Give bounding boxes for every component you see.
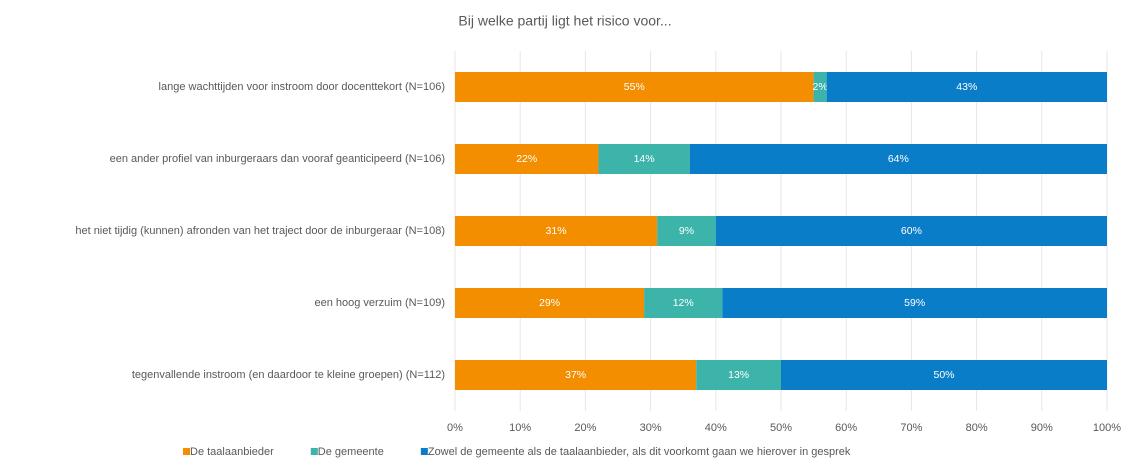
data-label: 50% <box>933 369 954 381</box>
legend-label: De gemeente <box>318 446 384 458</box>
x-tick-label: 30% <box>640 422 662 434</box>
data-label: 64% <box>888 153 909 165</box>
x-tick-label: 0% <box>447 422 463 434</box>
bar-segment <box>715 216 1107 246</box>
data-label: 29% <box>539 297 560 309</box>
data-label: 55% <box>624 81 645 93</box>
x-tick-label: 90% <box>1031 422 1053 434</box>
legend-label: De taalaanbieder <box>190 446 274 458</box>
data-label: 12% <box>673 297 694 309</box>
bar-segment <box>696 360 781 390</box>
data-label: 2% <box>813 81 828 93</box>
legend-label: Zowel de gemeente als de taalaanbieder, … <box>428 446 851 458</box>
y-tick-label: tegenvallende instroom (en daardoor te k… <box>132 369 445 381</box>
data-label: 14% <box>634 153 655 165</box>
data-label: 9% <box>679 225 694 237</box>
y-tick-label: een ander profiel van inburgeraars dan v… <box>110 153 445 165</box>
chart-title: Bij welke partij ligt het risico voor... <box>458 13 671 29</box>
y-tick-label: lange wachttijden voor instroom door doc… <box>159 81 445 93</box>
data-label: 43% <box>956 81 977 93</box>
y-tick-label: een hoog verzuim (N=109) <box>314 297 445 309</box>
bar-segment <box>455 288 645 318</box>
bar-segment <box>455 72 814 102</box>
bar-segment <box>455 216 658 246</box>
bar-segment <box>644 288 723 318</box>
data-label: 60% <box>901 225 922 237</box>
legend-swatch <box>183 448 190 455</box>
data-label: 59% <box>904 297 925 309</box>
bar-segment <box>657 216 716 246</box>
x-tick-label: 50% <box>770 422 792 434</box>
x-tick-label: 60% <box>835 422 857 434</box>
bar-segment <box>689 144 1107 174</box>
legend-swatch <box>310 448 318 455</box>
x-tick-label: 10% <box>509 422 531 434</box>
bar-segment <box>455 144 599 174</box>
x-tick-label: 100% <box>1093 422 1121 434</box>
y-tick-label: het niet tijdig (kunnen) afronden van he… <box>75 225 445 237</box>
x-tick-label: 40% <box>705 422 727 434</box>
data-label: 13% <box>728 369 749 381</box>
bar-segment <box>455 360 697 390</box>
data-label: 31% <box>546 225 567 237</box>
x-tick-label: 80% <box>966 422 988 434</box>
bar-segment <box>826 72 1107 102</box>
legend-swatch <box>420 448 428 455</box>
data-label: 37% <box>565 369 586 381</box>
bar-segment <box>598 144 690 174</box>
bar-segment <box>813 72 827 102</box>
x-tick-label: 20% <box>574 422 596 434</box>
bar-segment <box>781 360 1107 390</box>
bar-segment <box>722 288 1107 318</box>
data-label: 22% <box>516 153 537 165</box>
x-tick-label: 70% <box>900 422 922 434</box>
